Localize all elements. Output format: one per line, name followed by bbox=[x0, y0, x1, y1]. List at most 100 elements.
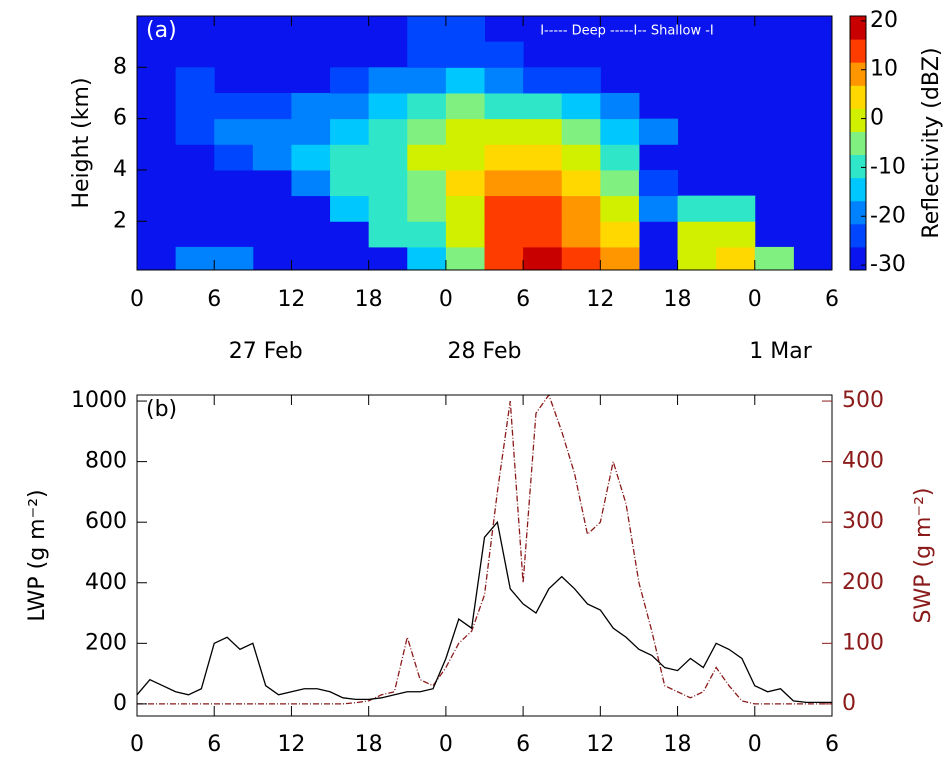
x-tick-label: 18 bbox=[664, 287, 692, 312]
colorbar-frame bbox=[849, 15, 867, 271]
x-tick-label: 12 bbox=[586, 287, 614, 312]
colorbar-swatch bbox=[850, 154, 866, 179]
heatmap-cell bbox=[600, 246, 640, 270]
regime-annotation: I----- Deep -----I-- Shallow -I bbox=[540, 24, 714, 39]
heatmap-cell bbox=[677, 221, 717, 248]
heatmap-cell bbox=[175, 118, 215, 145]
heatmap-cell bbox=[445, 195, 485, 222]
colorbar-tick-label: 0 bbox=[870, 106, 884, 131]
heatmap-cell bbox=[638, 195, 679, 222]
y2-tick-label: 200 bbox=[842, 570, 884, 595]
y2-tick-label: 300 bbox=[842, 509, 884, 534]
heatmap-cell bbox=[330, 195, 370, 222]
plot-frame bbox=[136, 15, 833, 271]
heatmap-cell bbox=[523, 92, 563, 120]
y2-axis-label: SWP (g m⁻²) bbox=[911, 488, 936, 624]
heatmap-cell bbox=[407, 41, 447, 68]
x-tick-label: 0 bbox=[748, 287, 762, 312]
heatmap-cell bbox=[523, 221, 563, 248]
heatmap-cell bbox=[523, 144, 563, 171]
y-tick-label: 200 bbox=[85, 630, 127, 655]
y-tick-label: 4 bbox=[113, 157, 127, 182]
heatmap-cell bbox=[561, 246, 601, 270]
heatmap-cell bbox=[291, 169, 331, 197]
heatmap-cell bbox=[407, 92, 447, 120]
x-tick-label: 0 bbox=[130, 732, 144, 757]
x-tick-label: 6 bbox=[825, 287, 839, 312]
heatmap-cell bbox=[175, 67, 215, 94]
heatmap-cell bbox=[407, 169, 447, 197]
colorbar-tick-label: 20 bbox=[870, 8, 898, 33]
date-label: 28 Feb bbox=[448, 339, 522, 364]
heatmap-cell bbox=[368, 67, 408, 94]
y-tick-label: 2 bbox=[113, 208, 127, 233]
heatmap-cell bbox=[638, 169, 679, 197]
heatmap-cell bbox=[330, 144, 370, 171]
heatmap-cell bbox=[175, 246, 215, 270]
plot-frame bbox=[136, 394, 833, 717]
x-tick-label: 6 bbox=[207, 287, 221, 312]
y-tick-label: 6 bbox=[113, 106, 127, 131]
heatmap-cell bbox=[561, 92, 601, 120]
heatmap-cell bbox=[677, 246, 717, 270]
x-tick-label: 18 bbox=[355, 732, 383, 757]
x-tick-label: 6 bbox=[516, 287, 530, 312]
heatmap-cell bbox=[445, 16, 485, 43]
data-line bbox=[137, 520, 832, 704]
heatmap-cell bbox=[484, 221, 524, 248]
heatmap-cell bbox=[368, 195, 408, 222]
colorbar-swatch bbox=[850, 85, 866, 109]
colorbar-swatch bbox=[850, 39, 866, 63]
colorbar-swatch bbox=[850, 177, 866, 202]
heatmap-cell bbox=[561, 67, 601, 94]
heatmap-cell bbox=[368, 169, 408, 197]
y2-tick-label: 500 bbox=[842, 388, 884, 413]
heatmap-cell bbox=[291, 144, 331, 171]
heatmap-cell bbox=[330, 169, 370, 197]
heatmap-cell bbox=[484, 67, 524, 94]
x-tick-label: 6 bbox=[207, 732, 221, 757]
x-tick-label: 12 bbox=[586, 732, 614, 757]
heatmap-cell bbox=[523, 118, 563, 145]
heatmap-cell bbox=[484, 92, 524, 120]
heatmap-cell bbox=[445, 67, 485, 94]
y2-tick-label: 400 bbox=[842, 449, 884, 474]
heatmap-cell bbox=[561, 118, 601, 145]
heatmap-cell bbox=[600, 169, 640, 197]
heatmap-cell bbox=[330, 67, 370, 94]
heatmap-cell bbox=[561, 144, 601, 171]
y-axis-label: LWP (g m⁻²) bbox=[25, 489, 50, 621]
x-tick-label: 12 bbox=[277, 732, 305, 757]
date-label: 1 Mar bbox=[749, 339, 812, 364]
heatmap-cell bbox=[407, 221, 447, 248]
heatmap-cell bbox=[445, 169, 485, 197]
heatmap-cell bbox=[368, 221, 408, 248]
heatmap-cell bbox=[291, 92, 331, 120]
heatmap-cell bbox=[638, 118, 679, 145]
data-line bbox=[137, 395, 832, 705]
heatmap-cell bbox=[407, 144, 447, 171]
heatmap-cell bbox=[600, 144, 640, 171]
heatmap-cell bbox=[677, 195, 717, 222]
heatmap-cell bbox=[716, 246, 756, 270]
heatmap-cell bbox=[214, 92, 254, 120]
heatmap-cell bbox=[445, 144, 485, 171]
y2-tick-label: 100 bbox=[842, 630, 884, 655]
y-tick-label: 800 bbox=[85, 449, 127, 474]
heatmap-cell bbox=[214, 144, 254, 171]
heatmap-cell bbox=[407, 67, 447, 94]
heatmap-cell bbox=[252, 144, 292, 171]
heatmap-cell bbox=[484, 246, 524, 270]
colorbar-tick-label: -10 bbox=[870, 154, 906, 179]
heatmap-cell bbox=[523, 67, 563, 94]
heatmap-cell bbox=[716, 195, 756, 222]
heatmap-cell bbox=[754, 246, 794, 270]
heatmap-cell bbox=[600, 195, 640, 222]
heatmap-cell bbox=[445, 246, 485, 270]
x-tick-label: 0 bbox=[439, 287, 453, 312]
heatmap-cell bbox=[561, 169, 601, 197]
colorbar-swatch bbox=[850, 131, 866, 156]
heatmap-cell bbox=[407, 246, 447, 270]
heatmap-cell bbox=[484, 118, 524, 145]
